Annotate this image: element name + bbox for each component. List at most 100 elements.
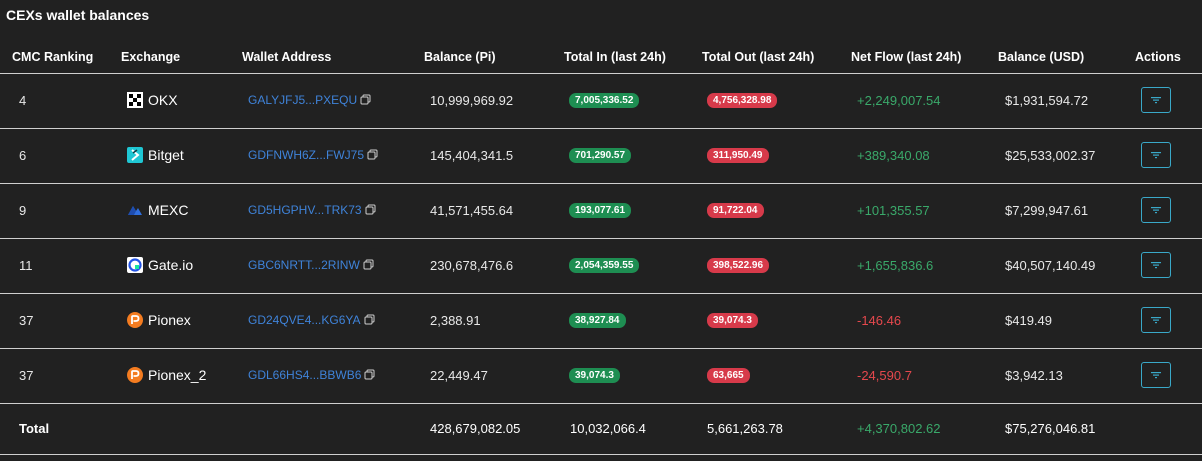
copy-icon[interactable] <box>360 93 371 108</box>
total-in-badge: 39,074.3 <box>569 367 620 383</box>
exchange-name: Gate.io <box>148 257 194 273</box>
exchange-cell: Pionex_2 <box>127 348 206 402</box>
balance-pi: 22,449.47 <box>430 367 488 383</box>
balance-pi: 2,388.91 <box>430 312 481 328</box>
exchange-name: Pionex <box>148 312 191 328</box>
pionex-logo <box>127 367 143 383</box>
total-in-badge: 193,077.61 <box>569 202 632 218</box>
balance-pi: 230,678,476.6 <box>430 257 514 273</box>
row-action-button[interactable] <box>1141 197 1171 223</box>
table-row: 37 Pionex GD24QVE4...KG6YA 2,388.91 38,927.8… <box>0 293 1202 347</box>
filter-icon <box>1150 205 1162 215</box>
total-in: 10,032,066.4 <box>570 420 646 436</box>
wallet-address-link[interactable]: GDFNWH6Z...FWJ75 <box>248 148 364 162</box>
exchange-name: Bitget <box>148 147 184 163</box>
exchange-cell: OKX <box>127 73 178 127</box>
page-title: CEXs wallet balances <box>6 7 150 23</box>
net-flow: +2,249,007.54 <box>857 92 941 108</box>
cmc-rank: 11 <box>19 257 33 273</box>
table-bottom-divider <box>0 454 1202 455</box>
total-out-badge: 311,950.49 <box>707 147 769 163</box>
row-divider <box>0 348 1202 349</box>
mexc-logo <box>127 202 143 218</box>
header-cmc-ranking[interactable]: CMC Ranking <box>12 50 94 64</box>
cmc-rank: 37 <box>19 367 34 383</box>
copy-icon[interactable] <box>364 368 375 383</box>
filter-icon <box>1150 370 1162 380</box>
copy-icon[interactable] <box>364 313 375 328</box>
table-row: 6 Bitget GDFNWH6Z...FWJ75 145,404,341.5 701,… <box>0 128 1202 182</box>
total-out-badge: 4,756,328.98 <box>707 92 778 108</box>
actions-cell <box>1141 128 1171 182</box>
copy-icon[interactable] <box>367 148 378 163</box>
net-flow: +389,340.08 <box>857 147 930 163</box>
net-flow: -24,590.7 <box>857 367 912 383</box>
exchange-name: Pionex_2 <box>148 367 207 383</box>
filter-icon <box>1150 95 1162 105</box>
total-label: Total <box>19 420 50 436</box>
header-balance-pi[interactable]: Balance (Pi) <box>424 50 496 64</box>
actions-cell <box>1141 183 1171 237</box>
total-out-badge: 63,665 <box>707 367 750 383</box>
total-net-flow: +4,370,802.62 <box>857 420 941 436</box>
row-action-button[interactable] <box>1141 362 1171 388</box>
exchange-cell: Pionex <box>127 293 191 347</box>
header-balance-usd[interactable]: Balance (USD) <box>998 50 1085 64</box>
balance-usd: $40,507,140.49 <box>1005 257 1096 273</box>
okx-logo <box>127 92 143 108</box>
header-divider <box>0 73 1202 74</box>
total-out-cell: 398,522.96 <box>707 238 770 292</box>
row-action-button[interactable] <box>1141 252 1171 278</box>
table-row: 11 Gate.io GBC6NRTT...2RINW 230,678,476.6 2,… <box>0 238 1202 292</box>
exchange-name: MEXC <box>148 202 189 218</box>
copy-icon[interactable] <box>363 258 374 273</box>
table-row: 9 MEXC GD5HGPHV...TRK73 41,571,455.64 193,07… <box>0 183 1202 237</box>
exchange-cell: Bitget <box>127 128 184 182</box>
total-row: Total 428,679,082.05 10,032,066.4 5,661,… <box>0 401 1202 455</box>
wallet-address-link[interactable]: GD24QVE4...KG6YA <box>248 313 361 327</box>
header-total-out[interactable]: Total Out (last 24h) <box>702 50 815 64</box>
header-net-flow[interactable]: Net Flow (last 24h) <box>851 50 962 64</box>
wallet-address-link[interactable]: GALYJFJ5...PXEQU <box>248 93 358 107</box>
wallet-address-cell: GBC6NRTT...2RINW <box>248 238 374 292</box>
header-wallet-address[interactable]: Wallet Address <box>242 50 332 64</box>
cmc-rank: 6 <box>19 147 27 163</box>
balance-pi: 145,404,341.5 <box>430 147 514 163</box>
row-action-button[interactable] <box>1141 87 1171 113</box>
row-divider <box>0 238 1202 239</box>
total-in-cell: 38,927.84 <box>569 293 626 347</box>
total-out-badge: 91,722.04 <box>707 202 764 218</box>
pionex-logo <box>127 312 143 328</box>
total-in-cell: 2,054,359.55 <box>569 238 640 292</box>
wallet-address-link[interactable]: GDL66HS4...BBWB6 <box>248 368 362 382</box>
total-in-cell: 701,290.57 <box>569 128 632 182</box>
bitget-logo <box>127 147 143 163</box>
balance-usd: $3,942.13 <box>1005 367 1063 383</box>
total-in-badge: 2,054,359.55 <box>569 257 640 273</box>
total-in-cell: 7,005,336.52 <box>569 73 640 127</box>
wallet-address-cell: GALYJFJ5...PXEQU <box>248 73 371 127</box>
total-in-cell: 39,074.3 <box>569 348 620 402</box>
exchange-name: OKX <box>148 92 178 108</box>
filter-icon <box>1150 315 1162 325</box>
net-flow: +101,355.57 <box>857 202 930 218</box>
filter-icon <box>1150 150 1162 160</box>
wallet-address-cell: GDFNWH6Z...FWJ75 <box>248 128 378 182</box>
actions-cell <box>1141 238 1171 292</box>
wallet-address-link[interactable]: GBC6NRTT...2RINW <box>248 258 360 272</box>
wallet-address-link[interactable]: GD5HGPHV...TRK73 <box>248 203 362 217</box>
header-total-in[interactable]: Total In (last 24h) <box>564 50 666 64</box>
total-out-badge: 39,074.3 <box>707 312 758 328</box>
copy-icon[interactable] <box>365 203 376 218</box>
row-divider <box>0 128 1202 129</box>
table-row: 4 OKX GALYJFJ5...PXEQU 10,999,969.92 7,005,3… <box>0 73 1202 127</box>
row-action-button[interactable] <box>1141 142 1171 168</box>
row-divider <box>0 403 1202 404</box>
total-out-cell: 63,665 <box>707 348 750 402</box>
actions-cell <box>1141 293 1171 347</box>
cmc-rank: 37 <box>19 312 34 328</box>
row-divider <box>0 293 1202 294</box>
total-out-cell: 39,074.3 <box>707 293 758 347</box>
header-exchange[interactable]: Exchange <box>121 50 181 64</box>
row-action-button[interactable] <box>1141 307 1171 333</box>
